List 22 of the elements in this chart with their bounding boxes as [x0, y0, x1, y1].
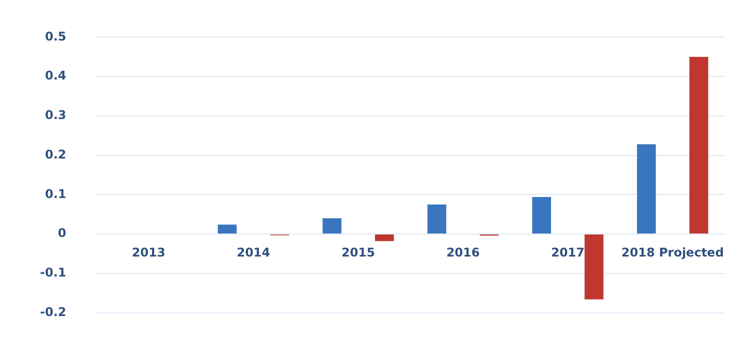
y-tick-label: 0.2	[44, 147, 66, 162]
bar	[322, 218, 342, 234]
x-tick-label: 2015	[342, 245, 375, 260]
x-tick-label: 2017	[551, 245, 585, 260]
bar	[636, 144, 656, 234]
bar	[532, 197, 552, 234]
y-tick-label: 0.4	[44, 68, 66, 83]
y-tick-label: 0.5	[44, 29, 66, 44]
bar	[374, 234, 394, 242]
bar	[218, 224, 237, 234]
y-tick-label: 0.3	[44, 108, 66, 122]
y-tick-label: 0	[58, 226, 66, 240]
y-tick-label: -0.2	[40, 304, 66, 319]
x-tick-label: 2014	[236, 245, 270, 260]
bar	[584, 234, 604, 300]
bar	[689, 56, 708, 234]
bar	[427, 204, 446, 234]
x-tick-label: 2016	[446, 245, 480, 260]
x-tick-label: 2018 Projected	[621, 245, 724, 260]
x-tick-label: 2013	[132, 245, 166, 260]
y-tick-label: 0.1	[44, 186, 66, 201]
y-tick-label: -0.1	[40, 266, 66, 280]
